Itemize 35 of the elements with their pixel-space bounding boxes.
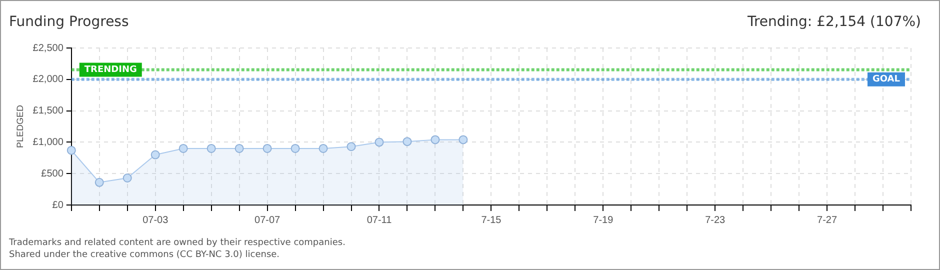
text: Trademarks and related content are owned by their respective companies.	[9, 237, 346, 249]
y-tick-label: £1,000	[32, 136, 64, 148]
point	[430, 135, 440, 144]
y-tick-label: £1,500	[32, 106, 64, 117]
x-tick-label: 07-11	[366, 214, 392, 226]
y-tick-label: £500	[41, 168, 64, 180]
point	[262, 144, 272, 153]
point	[150, 150, 160, 160]
point	[66, 146, 76, 155]
x-tick-label: 7-27	[817, 214, 838, 226]
x-tick-label: 7-15	[481, 214, 502, 226]
point	[458, 135, 468, 144]
x-tick-label: 07-03	[142, 214, 169, 226]
point	[318, 144, 328, 153]
point	[178, 144, 188, 153]
y-tick-label: £2,000	[32, 74, 64, 86]
y-tick-label: £0	[52, 200, 64, 211]
point	[94, 178, 104, 187]
x-tick-label: 7-23	[705, 214, 726, 226]
y-tick-label: £2,500	[32, 42, 64, 54]
chart-subtitle: Trending: £2,154 (107%)	[747, 14, 921, 30]
text: Shared under the creative commons (CC BY-NC 3.0) license.	[9, 249, 281, 261]
x-tick-label: 7-19	[593, 214, 614, 226]
point	[206, 144, 216, 153]
point	[374, 138, 384, 147]
point	[346, 142, 356, 152]
point	[122, 173, 132, 182]
point	[234, 144, 244, 153]
point	[402, 137, 412, 146]
ref-line-label: GOAL	[872, 74, 900, 85]
x-tick-label: 07-07	[254, 214, 281, 226]
point	[290, 144, 300, 153]
chart-title: Funding Progress	[9, 14, 129, 30]
ref-line-label: TRENDING	[84, 65, 137, 76]
y-axis-title: PLEDGED	[14, 104, 25, 148]
